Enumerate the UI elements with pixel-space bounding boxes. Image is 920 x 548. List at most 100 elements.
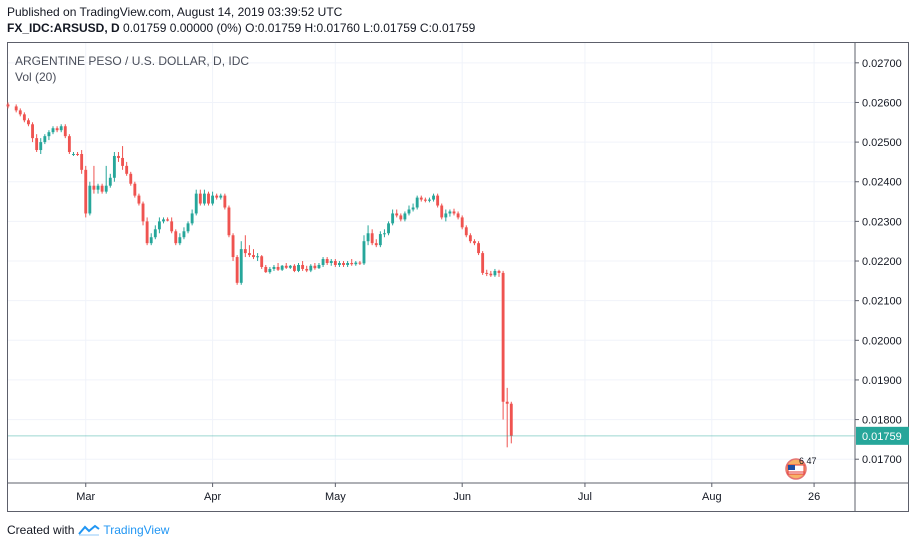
candle-body xyxy=(63,126,67,137)
candle-body xyxy=(166,219,170,221)
candle-body xyxy=(252,255,255,258)
candle-body xyxy=(186,223,190,232)
candles-layer xyxy=(6,102,513,448)
candle-body xyxy=(378,234,382,246)
last-price-layer: 0.01759 xyxy=(8,426,909,445)
candle-body xyxy=(468,235,472,242)
candle-body xyxy=(153,229,157,238)
candle-body xyxy=(35,138,39,151)
candle-body xyxy=(231,235,235,258)
candle-body xyxy=(301,264,305,269)
candle-body xyxy=(501,272,505,402)
candle-body xyxy=(137,195,141,204)
candle-body xyxy=(243,249,247,254)
candle-body xyxy=(366,233,370,242)
candle-body xyxy=(145,221,149,244)
candle-body xyxy=(292,265,296,271)
candle-body xyxy=(121,157,125,166)
candle-body xyxy=(256,256,260,258)
candle-body xyxy=(374,243,378,246)
candle-body xyxy=(358,262,362,264)
candle-body xyxy=(92,185,96,190)
candle-body xyxy=(497,270,501,273)
candle-body xyxy=(149,237,153,244)
candle-body xyxy=(284,265,288,268)
candle-body xyxy=(383,233,386,235)
candle-body xyxy=(88,185,92,214)
last-price-label-bg xyxy=(856,426,909,445)
candle-body xyxy=(415,197,419,208)
candle-body xyxy=(96,185,100,190)
candle-body xyxy=(477,243,480,254)
candle-body xyxy=(423,199,427,201)
candle-body xyxy=(444,213,448,218)
news-badge-count: 6 47 xyxy=(799,456,817,466)
candle-body xyxy=(276,266,280,270)
candle-body xyxy=(157,221,161,230)
candle-body xyxy=(6,104,10,107)
y-tick-label: 0.02600 xyxy=(862,97,902,109)
candle-body xyxy=(407,209,411,214)
candle-body xyxy=(31,124,34,139)
symbol-label: FX_IDC:ARSUSD, D xyxy=(7,21,120,35)
candle-body xyxy=(456,213,460,218)
candle-body xyxy=(100,185,104,192)
candle-body xyxy=(18,110,22,115)
candle-body xyxy=(43,136,47,143)
candle-body xyxy=(448,211,452,214)
candle-body xyxy=(219,195,223,198)
chart-grid xyxy=(8,43,855,483)
candle-body xyxy=(342,263,345,265)
candle-body xyxy=(174,231,178,244)
candle-body xyxy=(27,120,30,125)
candle-body xyxy=(239,249,243,283)
candle-body xyxy=(387,223,390,234)
candle-body xyxy=(72,153,75,155)
candle-body xyxy=(481,253,485,273)
price-axis: 0.02700 0.02600 0.02500 0.02400 0.02300 0.022… xyxy=(854,43,902,511)
y-tick-label: 0.02700 xyxy=(862,58,902,70)
candle-body xyxy=(313,265,317,269)
candle-body xyxy=(280,265,284,270)
candle-body xyxy=(47,132,51,137)
candle-body xyxy=(190,213,194,224)
candle-body xyxy=(464,227,468,236)
candle-body xyxy=(452,211,456,214)
candle-body xyxy=(338,263,341,265)
candle-body xyxy=(473,241,476,244)
candle-body xyxy=(84,169,88,214)
candle-body xyxy=(264,266,268,273)
candle-body xyxy=(182,231,186,238)
candle-body xyxy=(211,195,215,204)
candle-body xyxy=(39,142,43,151)
candle-body xyxy=(346,263,350,265)
candle-body xyxy=(305,268,309,271)
volume-legend: Vol (20) xyxy=(15,70,57,84)
x-tick-label: Jul xyxy=(578,491,592,503)
candle-body xyxy=(80,153,84,170)
candle-body xyxy=(104,185,108,192)
footer-brand-link[interactable]: TradingView xyxy=(103,523,170,537)
y-tick-label: 0.02100 xyxy=(862,296,902,308)
x-tick-label: Jun xyxy=(453,491,471,503)
candle-body xyxy=(509,403,513,436)
candle-body xyxy=(223,195,227,208)
x-tick-label: May xyxy=(325,491,346,503)
candle-body xyxy=(325,259,329,263)
x-tick-label: Mar xyxy=(76,491,95,503)
y-tick-label: 0.02200 xyxy=(862,256,902,268)
news-badge-icon[interactable]: 6 47 xyxy=(779,455,817,481)
candle-body xyxy=(411,207,415,210)
candle-body xyxy=(117,155,120,158)
candle-body xyxy=(194,193,198,214)
x-tick-label: Aug xyxy=(702,491,722,503)
y-tick-label: 0.01800 xyxy=(862,415,902,427)
candle-body xyxy=(51,128,55,133)
time-axis: Mar Apr May Jun Jul Aug 26 xyxy=(8,482,909,503)
candle-body xyxy=(260,256,264,267)
candle-body xyxy=(399,215,403,220)
published-line: Published on TradingView.com, August 14,… xyxy=(7,5,343,19)
candle-body xyxy=(354,262,358,265)
candle-body xyxy=(162,219,165,222)
